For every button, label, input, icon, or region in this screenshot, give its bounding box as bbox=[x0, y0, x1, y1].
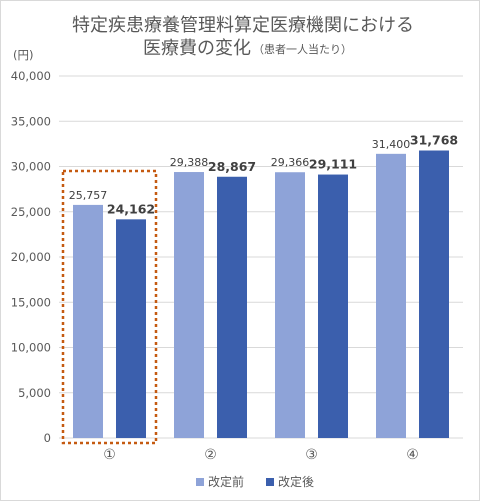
y-tick-label: 10,000 bbox=[11, 341, 51, 355]
chart-title: 特定疾患療養管理料算定医療機関における bbox=[72, 15, 414, 36]
data-label: 29,111 bbox=[309, 157, 357, 172]
legend-label: 改定後 bbox=[278, 474, 314, 489]
chart-title-line2: 医療費の変化 bbox=[143, 38, 251, 59]
data-label: 28,867 bbox=[208, 159, 256, 174]
bars bbox=[73, 150, 449, 438]
data-label: 31,768 bbox=[410, 132, 458, 147]
x-axis-categories: ① ② ③ ④ bbox=[103, 447, 419, 463]
data-label: 25,757 bbox=[69, 189, 108, 202]
bar bbox=[376, 153, 406, 438]
legend-swatch bbox=[196, 478, 204, 486]
y-tick-label: 15,000 bbox=[11, 295, 51, 309]
y-tick-label: 35,000 bbox=[11, 114, 51, 128]
bar bbox=[217, 176, 247, 438]
y-axis-ticks: 0 5,000 10,000 15,000 20,000 25,000 30,000 35,0… bbox=[11, 69, 51, 445]
x-category-label: ① bbox=[103, 447, 116, 463]
y-tick-label: 20,000 bbox=[11, 250, 51, 264]
bar bbox=[174, 172, 204, 438]
highlight-box bbox=[61, 169, 158, 445]
data-label: 31,400 bbox=[372, 138, 411, 151]
data-label: 24,162 bbox=[107, 201, 155, 216]
bar bbox=[73, 204, 103, 438]
bar bbox=[419, 150, 449, 438]
y-tick-label: 40,000 bbox=[11, 69, 51, 83]
y-tick-label: 0 bbox=[44, 431, 51, 445]
bar bbox=[275, 172, 305, 438]
bar bbox=[116, 219, 146, 438]
data-label: 29,388 bbox=[170, 156, 209, 169]
legend-label: 改定前 bbox=[208, 474, 244, 489]
y-tick-label: 25,000 bbox=[11, 205, 51, 219]
legend-swatch bbox=[266, 478, 274, 486]
data-label: 29,366 bbox=[271, 156, 310, 169]
bar bbox=[318, 174, 348, 438]
y-tick-label: 5,000 bbox=[18, 386, 51, 400]
x-category-label: ② bbox=[204, 447, 217, 463]
x-category-label: ④ bbox=[406, 447, 419, 463]
y-tick-label: 30,000 bbox=[11, 160, 51, 174]
legend: 改定前 改定後 bbox=[196, 474, 314, 489]
x-category-label: ③ bbox=[305, 447, 318, 463]
y-unit-label: (円) bbox=[13, 48, 33, 62]
chart-subtitle: （患者一人当たり） bbox=[253, 42, 352, 56]
